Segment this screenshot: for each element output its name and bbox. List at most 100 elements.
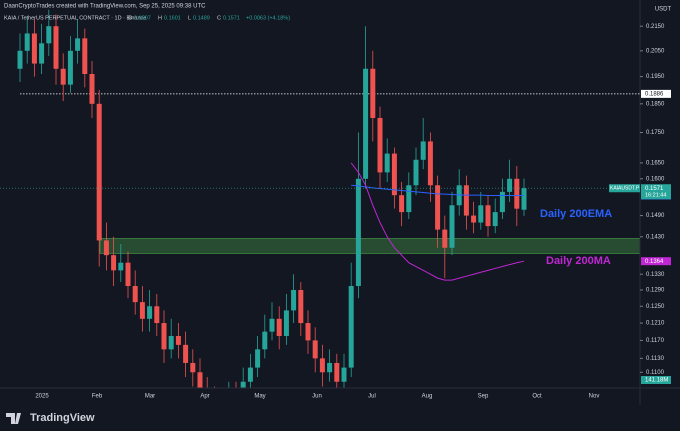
legend-text: H [158,15,162,21]
y-tick-label: 0.1490 [646,213,665,219]
x-tick-label: Jul [368,394,376,400]
y-tick-label: 0.1130 [646,356,665,362]
y-tick-label: 0.1650 [646,160,665,166]
candle-body [514,178,520,209]
candle-body [53,26,59,69]
y-tick-label: 0.1430 [646,234,665,240]
candle-body [298,289,304,324]
brand-logo [6,413,21,424]
legend-text: O [128,15,133,21]
y-tick-label: 0.1950 [646,74,665,80]
candle-body [168,336,174,350]
price-label-box [641,89,671,98]
candle-body [125,262,131,287]
x-tick-label: Nov [589,394,600,400]
y-tick-label: 0.2150 [646,24,665,30]
annotation: Daily 200EMA [540,208,612,220]
candle-body [154,306,160,324]
indicator-line [350,162,525,281]
candle-body [255,349,261,368]
candle-body [507,178,513,192]
candle-body [139,302,145,319]
plot-area [0,9,640,388]
legend-text: 0.1489 [193,15,210,21]
candle-body [399,195,405,213]
y-tick-label: 0.1100 [646,370,665,376]
candle-body [103,240,109,256]
currency: USDT [655,7,672,13]
y-tick-label: 0.1210 [646,321,665,327]
x-tick-label: Oct [532,394,542,400]
candle-body [413,159,419,186]
candle-body [427,141,433,186]
y-tick-label: 0.1330 [646,272,665,278]
y-tick-label: 0.1600 [646,176,665,182]
y-tick-label: 0.1750 [646,130,665,136]
candle-body [24,33,30,51]
legend-text: C [217,15,221,21]
price-label-box [641,184,671,200]
candle-body [60,68,66,85]
x-tick-label: Feb [92,394,103,400]
candle-body [406,185,412,213]
candle-body [111,255,117,271]
candle-body [442,229,448,248]
legend-text: KAIA / TetherUS PERPETUAL CONTRACT · 1D … [4,15,146,21]
credit: DaanCryptoTrades created with TradingVie… [4,4,206,10]
candle-body [391,153,397,196]
candle-body [197,372,203,388]
candle-body [499,191,505,213]
annotation: Daily 200MA [546,255,611,267]
candle-body [291,289,297,311]
brand: TradingView [30,412,95,424]
indicator-line [351,184,524,197]
candle-body [283,310,289,337]
y-tick-label: 0.1850 [646,101,665,107]
legend-text: 0.1507 [134,15,151,21]
candle-body [46,26,52,44]
candle-body [449,205,455,248]
candle-body [262,331,268,350]
volume-label-box [641,376,671,384]
candle-body [96,103,102,241]
support-zone [99,238,640,254]
candle-body [435,185,441,230]
legend-text: 0.1571 [223,15,240,21]
candle-body [478,205,484,223]
candle-body [334,362,340,382]
y-tick-label: 0.1290 [646,288,665,294]
candle-body [82,38,88,74]
candle-body [377,117,383,173]
candle-body [312,340,318,359]
y-tick-label: 0.1170 [646,338,665,344]
candle-body [39,43,45,64]
candle-body [348,286,354,368]
x-tick-label: May [254,394,265,400]
x-tick-label: Apr [200,394,209,400]
y-tick-label: 0.1250 [646,304,665,310]
candle-body [319,358,325,373]
candle-body [17,50,23,69]
price-label-box [641,257,671,266]
candle-body [492,212,498,227]
candle-body [161,323,167,350]
candle-body [420,141,426,160]
legend-text: L [188,15,191,21]
symbol-box [609,184,640,193]
price-label: 0.1571 [645,186,664,192]
candle-body [240,381,246,388]
candle-body [67,50,73,85]
candle-body [363,68,369,179]
candle-body [370,68,376,118]
candle-body [269,318,275,332]
countdown: 16:21:44 [645,193,666,199]
candle-body [183,344,189,363]
legend-text: +0.0063 (+4.18%) [246,15,290,21]
candle-body [341,367,347,382]
candle-body [190,362,196,373]
legend-text: 0.1601 [164,15,181,21]
candle-body [147,306,153,319]
